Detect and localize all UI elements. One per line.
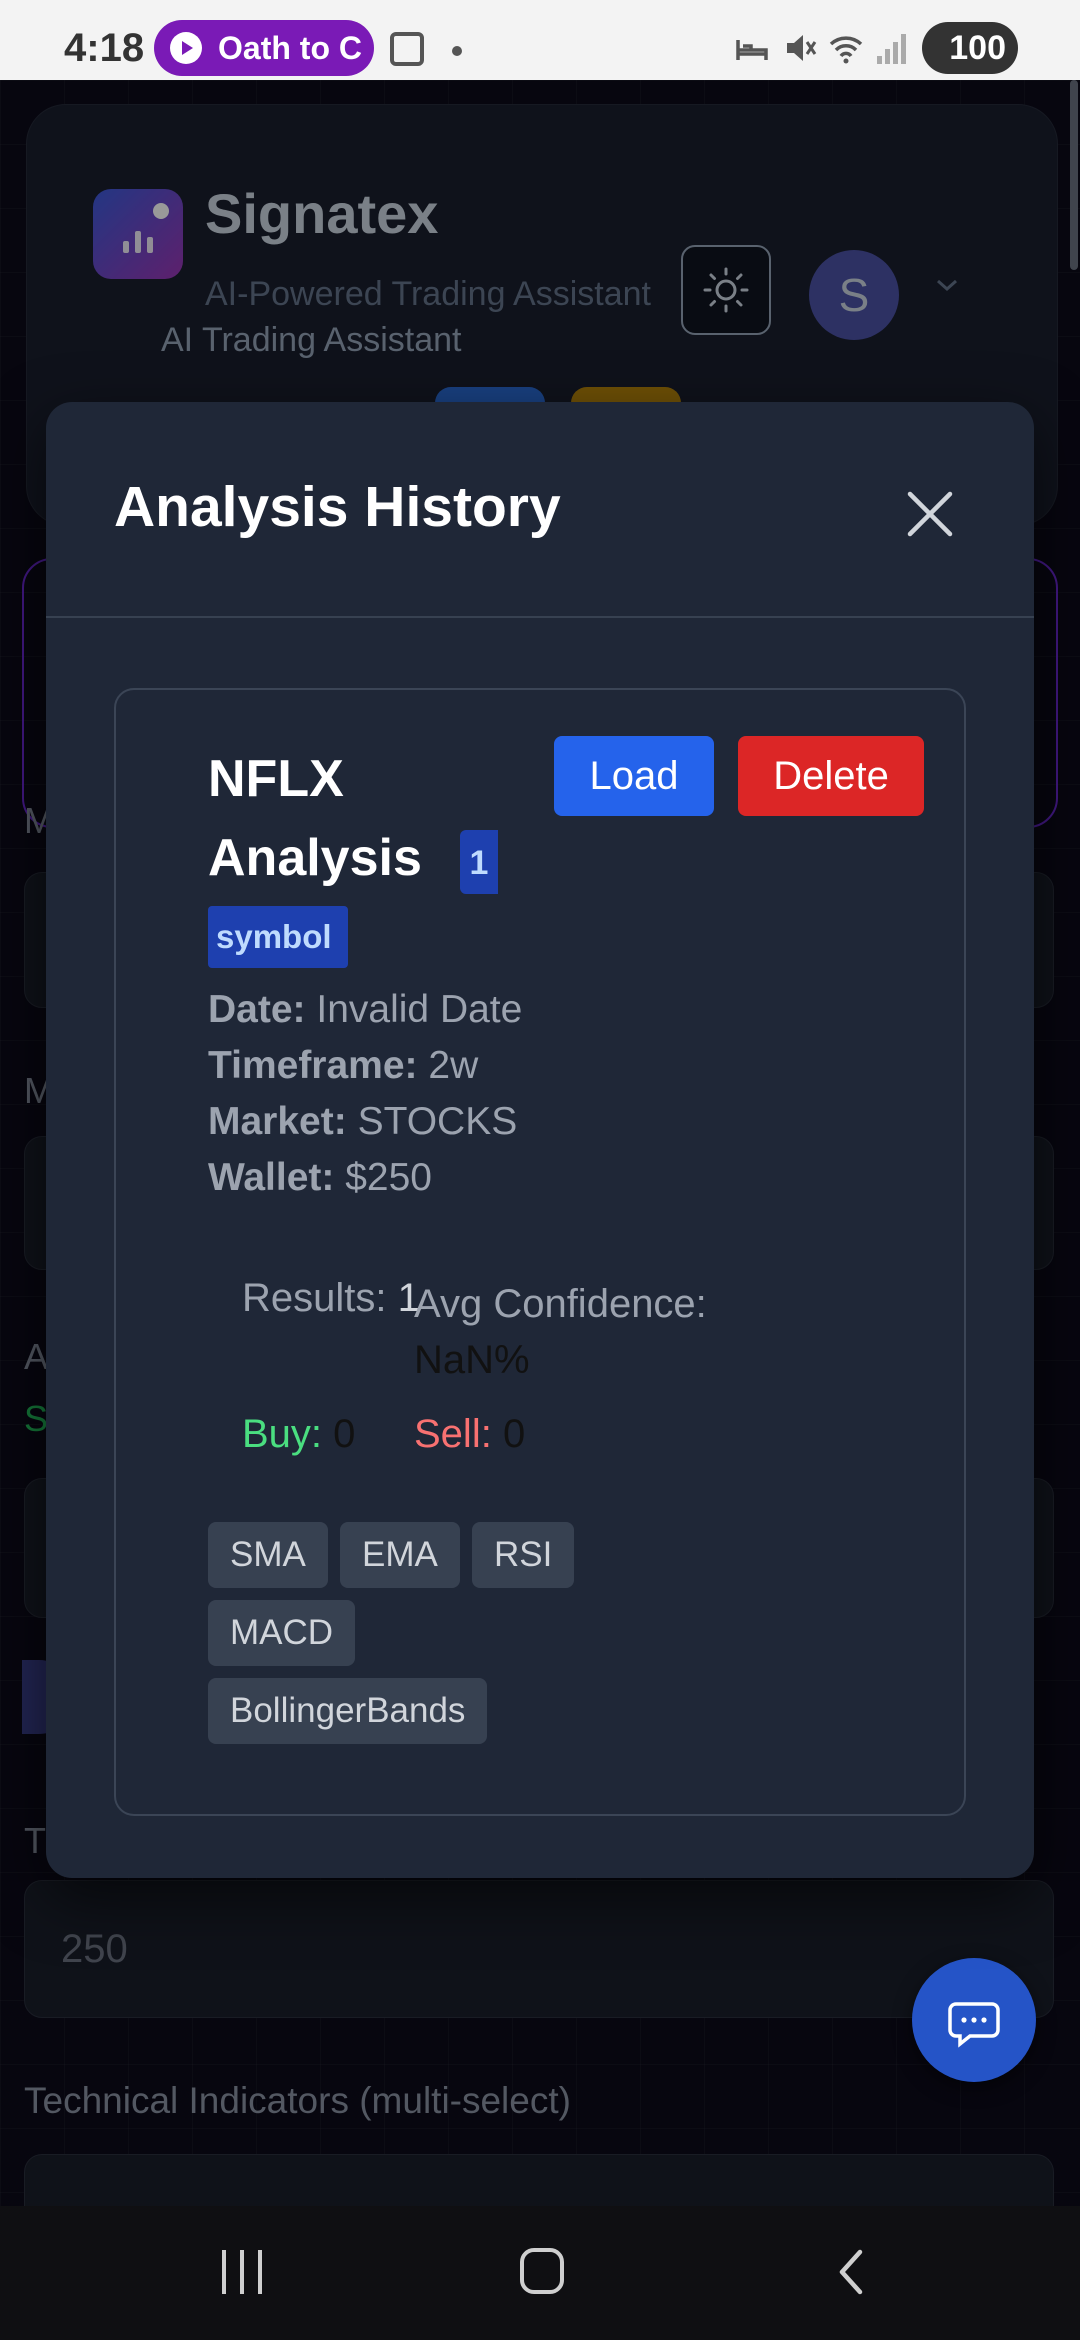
wallet-input[interactable]: 250 — [24, 1880, 1054, 2018]
chart-bars-icon — [123, 229, 157, 253]
entry-market: Market: STOCKS — [208, 1100, 517, 1144]
home-icon[interactable] — [520, 2248, 564, 2294]
wallet-label: Wallet: — [208, 1156, 335, 1199]
indicator-chip: RSI — [472, 1522, 575, 1588]
sell-value: 0 — [502, 1412, 526, 1456]
system-navigation-bar — [0, 2206, 1080, 2340]
buy-stat: Buy: 0 — [242, 1412, 355, 1457]
chat-icon — [948, 2002, 1000, 2048]
sell-label: Sell: — [414, 1412, 492, 1456]
brand-subtitle: AI-Powered Trading Assistant — [205, 275, 652, 313]
sun-icon — [703, 267, 749, 313]
notification-dot-icon — [452, 46, 462, 56]
timeframe-value: 2w — [428, 1044, 479, 1087]
status-time: 4:18 — [64, 26, 145, 70]
partial-status-text: S — [24, 1398, 49, 1439]
media-notification-text: Oath to C — [218, 30, 362, 66]
bed-icon — [736, 40, 768, 60]
brand-tagline: AI Trading Assistant — [161, 321, 462, 359]
results-label: Results: — [242, 1276, 387, 1320]
entry-date: Date: Invalid Date — [208, 988, 522, 1032]
load-button[interactable]: Load — [554, 736, 714, 816]
play-icon — [170, 32, 202, 64]
buy-label: Buy: — [242, 1412, 323, 1456]
brand-title: Signatex — [205, 182, 439, 245]
timeframe-label: Timeframe: — [208, 1044, 418, 1087]
technical-indicators-label: Technical Indicators (multi-select) — [24, 2080, 571, 2121]
symbol-badge: symbol — [208, 906, 348, 968]
status-bar: 4:18 Oath to C 100 — [0, 0, 1080, 80]
back-icon[interactable] — [830, 2248, 874, 2296]
sell-stat: Sell: 0 — [414, 1412, 525, 1457]
wallet-value: $250 — [345, 1156, 432, 1199]
entry-wallet: Wallet: $250 — [208, 1156, 432, 1200]
indicator-chip: EMA — [340, 1522, 460, 1588]
app-logo — [93, 189, 183, 279]
market-label: Market: — [208, 1100, 347, 1143]
indicator-chip: MACD — [208, 1600, 356, 1666]
mute-icon — [787, 35, 817, 61]
date-value: Invalid Date — [316, 988, 523, 1031]
modal-title: Analysis History — [114, 475, 561, 539]
wifi-icon — [829, 36, 863, 64]
chat-button[interactable] — [912, 1958, 1036, 2082]
modal-divider — [46, 616, 1034, 618]
theme-toggle-button[interactable] — [681, 245, 771, 335]
user-avatar[interactable]: S — [809, 250, 899, 340]
market-value: STOCKS — [357, 1100, 518, 1143]
close-icon[interactable] — [900, 484, 960, 544]
recents-icon[interactable] — [220, 2250, 266, 2294]
battery-indicator: 100 — [922, 22, 1018, 74]
partial-label: T — [24, 1820, 46, 1861]
avg-confidence-stat: Avg Confidence: NaN% — [414, 1276, 814, 1388]
date-label: Date: — [208, 988, 306, 1031]
analysis-history-modal: Analysis History NFLX Analysis 1 symbol … — [46, 402, 1034, 1878]
delete-button[interactable]: Delete — [738, 736, 924, 816]
screenshot-icon — [390, 32, 424, 66]
battery-level: 100 — [949, 29, 1006, 67]
scrollbar[interactable] — [1070, 80, 1078, 270]
entry-timeframe: Timeframe: 2w — [208, 1044, 478, 1088]
results-stat: Results: 1 — [242, 1276, 420, 1321]
indicator-chip: BollingerBands — [208, 1678, 488, 1744]
avg-confidence-value: NaN% — [414, 1338, 530, 1382]
indicator-chip: SMA — [208, 1522, 328, 1588]
chevron-down-icon[interactable] — [935, 273, 959, 297]
media-notification-pill[interactable]: Oath to C — [154, 20, 374, 76]
signal-icon — [877, 34, 906, 64]
results-value: 1 — [397, 1276, 420, 1320]
partial-label: A — [24, 1336, 49, 1377]
results-count-badge: 1 — [460, 830, 498, 894]
system-icons — [735, 30, 915, 70]
buy-value: 0 — [333, 1412, 356, 1456]
avg-confidence-label: Avg Confidence: — [414, 1282, 707, 1326]
history-entry-card: NFLX Analysis 1 symbol Load Delete Date:… — [114, 688, 966, 1816]
logo-dot — [153, 203, 169, 219]
entry-title: NFLX Analysis — [208, 750, 422, 887]
